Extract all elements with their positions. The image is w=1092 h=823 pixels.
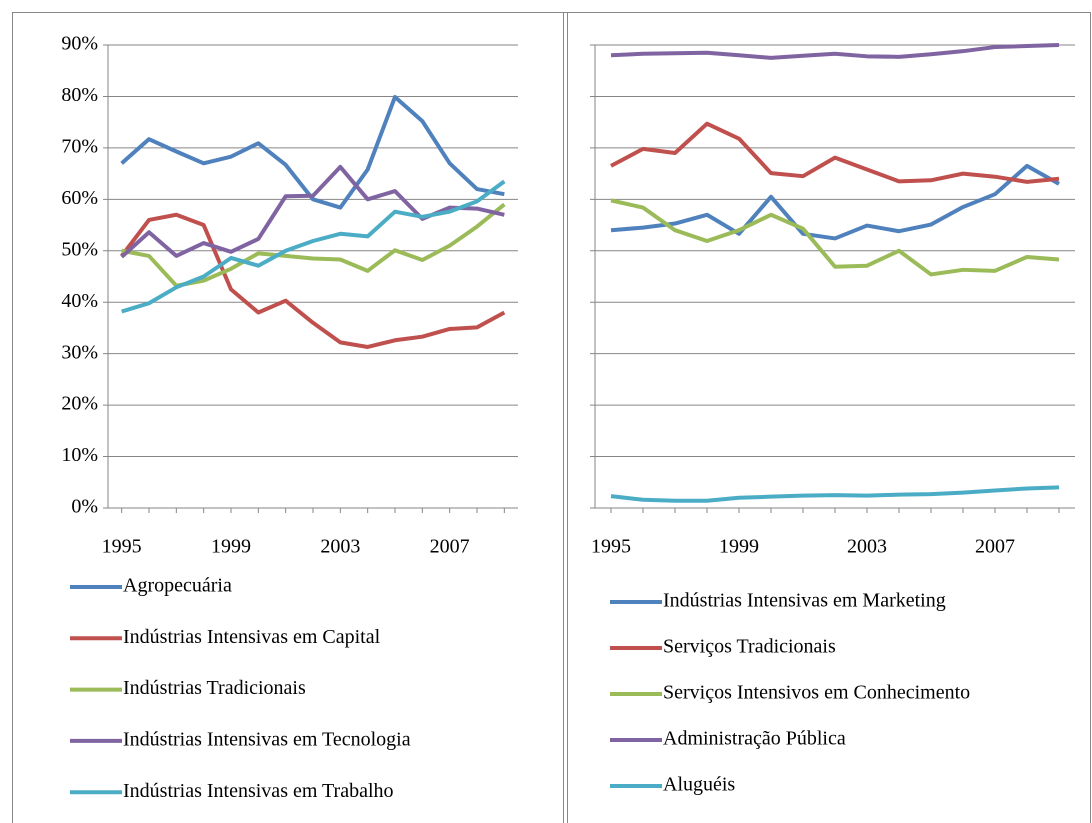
y-tick-label: 70% bbox=[61, 135, 98, 157]
x-tick-label: 1995 bbox=[102, 536, 142, 558]
legend-label: Serviços Tradicionais bbox=[663, 636, 836, 658]
series-line bbox=[610, 198, 1060, 277]
x-tick-label: 2003 bbox=[847, 536, 887, 558]
frame bbox=[12, 12, 1091, 823]
series-line bbox=[610, 163, 1060, 241]
y-tick-label: 90% bbox=[61, 33, 98, 55]
x-tick-label: 1995 bbox=[591, 536, 631, 558]
series-line bbox=[610, 485, 1060, 503]
x-tick-label: 1999 bbox=[719, 536, 759, 558]
series-line bbox=[120, 212, 506, 349]
y-tick-label: 30% bbox=[61, 341, 98, 363]
legend-label: Aluguéis bbox=[663, 774, 735, 796]
y-tick-label: 10% bbox=[61, 444, 98, 466]
legend-label: Agropecuária bbox=[123, 575, 232, 597]
y-tick-label: 60% bbox=[61, 187, 98, 209]
series-line bbox=[121, 179, 506, 314]
legend-label: Indústrias Intensivas em Capital bbox=[123, 626, 381, 648]
y-tick-label: 40% bbox=[61, 290, 98, 312]
x-tick-label: 2007 bbox=[975, 536, 1015, 558]
y-tick-label: 20% bbox=[61, 393, 98, 415]
series-line bbox=[610, 121, 1060, 184]
x-tick-label: 2003 bbox=[320, 536, 360, 558]
legend-label: Serviços Intensivos em Conhecimento bbox=[663, 682, 970, 704]
legend-label: Indústrias Intensivas em Marketing bbox=[663, 590, 946, 612]
y-tick-label: 0% bbox=[71, 496, 98, 518]
series-line bbox=[610, 43, 1060, 60]
x-tick-label: 2007 bbox=[430, 536, 470, 558]
y-tick-label: 80% bbox=[61, 84, 98, 106]
legend-label: Administração Pública bbox=[663, 728, 846, 750]
y-tick-label: 50% bbox=[61, 238, 98, 260]
legend-label: Indústrias Intensivas em Trabalho bbox=[123, 780, 394, 802]
x-tick-label: 1999 bbox=[211, 536, 251, 558]
series-line bbox=[120, 164, 505, 259]
legend-label: Indústrias Tradicionais bbox=[123, 677, 306, 699]
series-line bbox=[120, 94, 505, 210]
legend-label: Indústrias Intensivas em Tecnologia bbox=[123, 728, 411, 750]
